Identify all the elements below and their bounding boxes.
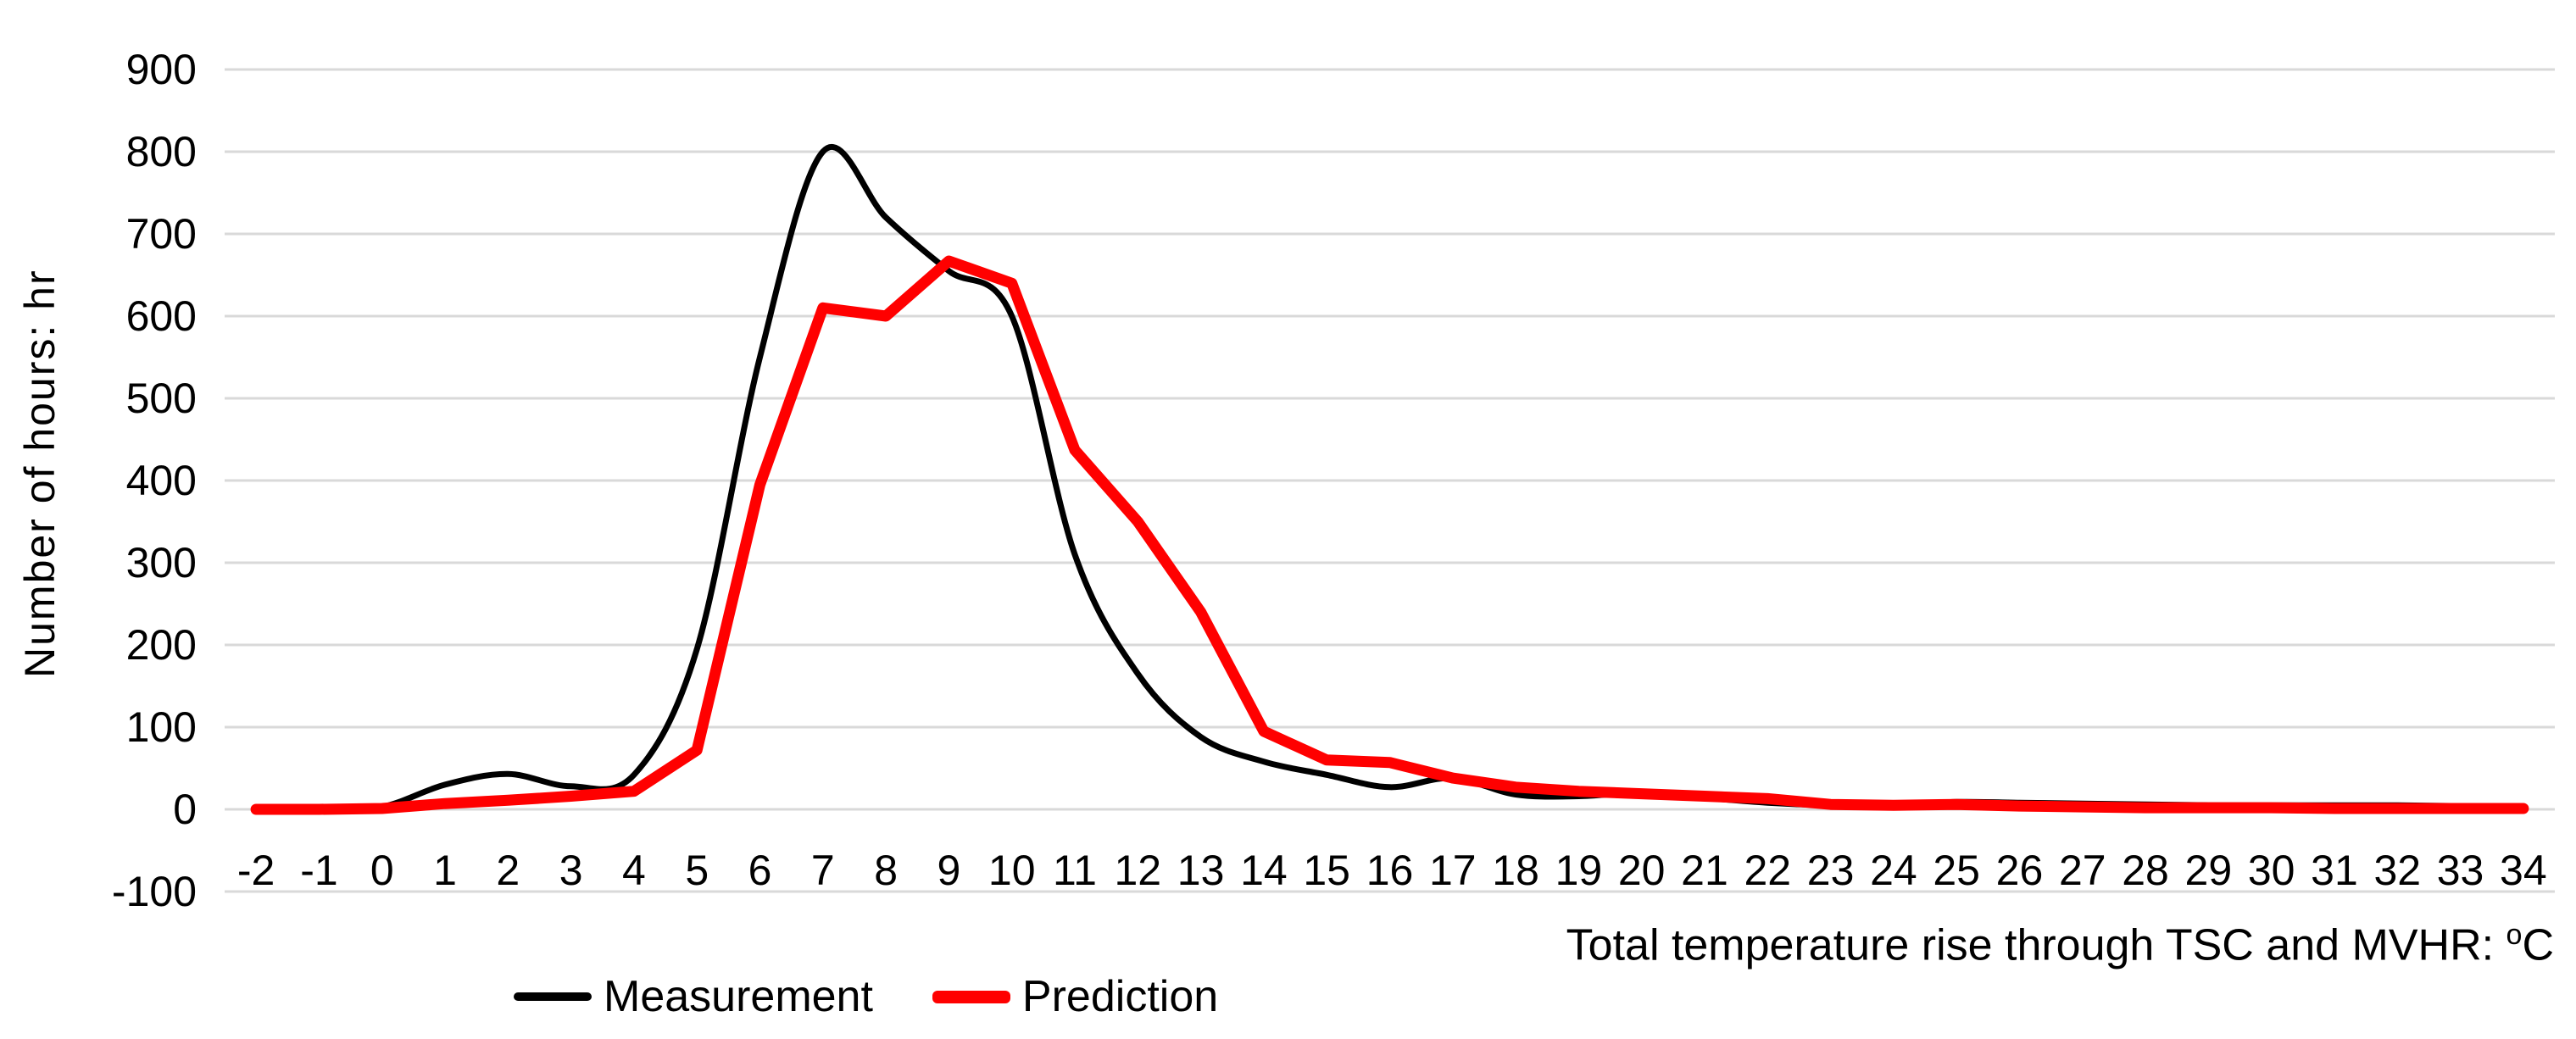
x-tick-label: 22: [1744, 847, 1791, 894]
x-tick-label: 0: [370, 847, 394, 894]
x-tick-label: 20: [1618, 847, 1666, 894]
y-tick-label: 900: [126, 46, 197, 93]
x-axis-title-unit: C: [2522, 920, 2554, 970]
x-tick-label: 24: [1870, 847, 1917, 894]
x-tick-label: 32: [2373, 847, 2421, 894]
x-tick-label: 26: [1996, 847, 2044, 894]
x-tick-label: 16: [1366, 847, 1414, 894]
x-tick-label: 13: [1177, 847, 1225, 894]
x-tick-label: 1: [433, 847, 457, 894]
x-tick-label: 3: [559, 847, 583, 894]
legend-swatch-measurement: [514, 992, 592, 1001]
y-tick-label: 100: [126, 703, 197, 751]
y-tick-label: 300: [126, 539, 197, 586]
x-tick-label: 9: [937, 847, 961, 894]
x-tick-label: -2: [237, 847, 275, 894]
series-line-measurement: [253, 144, 2527, 813]
legend-swatch-prediction: [932, 990, 1010, 1003]
x-tick-label: 19: [1555, 847, 1603, 894]
x-axis-title-degree-sup: o: [2506, 919, 2523, 951]
y-tick-label: 0: [173, 786, 197, 833]
x-tick-label: 30: [2248, 847, 2295, 894]
x-tick-label: 31: [2311, 847, 2358, 894]
x-tick-label: 25: [1933, 847, 1980, 894]
y-axis-title: Number of hours: hr: [16, 269, 64, 678]
x-tick-label: 7: [811, 847, 835, 894]
x-tick-label: 27: [2059, 847, 2106, 894]
x-axis-title-text: Total temperature rise through TSC and M…: [1566, 920, 2506, 970]
x-tick-label: 8: [874, 847, 898, 894]
y-tick-label: 600: [126, 292, 197, 340]
x-tick-label: 11: [1053, 847, 1097, 894]
x-axis-title: Total temperature rise through TSC and M…: [1566, 919, 2554, 970]
x-tick-label: 6: [748, 847, 772, 894]
x-tick-label: 2: [496, 847, 520, 894]
x-tick-label: 15: [1303, 847, 1350, 894]
x-tick-label: -1: [300, 847, 337, 894]
x-tick-label: 33: [2437, 847, 2484, 894]
x-tick-label: 18: [1492, 847, 1539, 894]
x-tick-label: 28: [2122, 847, 2169, 894]
x-tick-label: 29: [2185, 847, 2233, 894]
x-tick-label: 17: [1429, 847, 1477, 894]
legend-label-prediction: Prediction: [1021, 972, 1219, 1021]
x-tick-label: 14: [1240, 847, 1288, 894]
y-tick-label: 500: [126, 375, 197, 422]
x-tick-label: 12: [1114, 847, 1161, 894]
x-tick-label: 21: [1681, 847, 1728, 894]
x-tick-label: 5: [685, 847, 709, 894]
x-tick-label: 34: [2500, 847, 2547, 894]
x-tick-label: 10: [988, 847, 1036, 894]
y-tick-label: 800: [126, 128, 197, 175]
legend: Measurement Prediction: [514, 971, 1277, 1022]
series-line-prediction: [250, 255, 2529, 815]
y-tick-label: -100: [112, 868, 197, 915]
y-tick-label: 400: [126, 457, 197, 504]
legend-label-measurement: Measurement: [604, 972, 873, 1021]
x-tick-label: 4: [622, 847, 646, 894]
x-tick-label: 23: [1807, 847, 1855, 894]
y-tick-label: 700: [126, 210, 197, 258]
y-tick-label: 200: [126, 621, 197, 669]
